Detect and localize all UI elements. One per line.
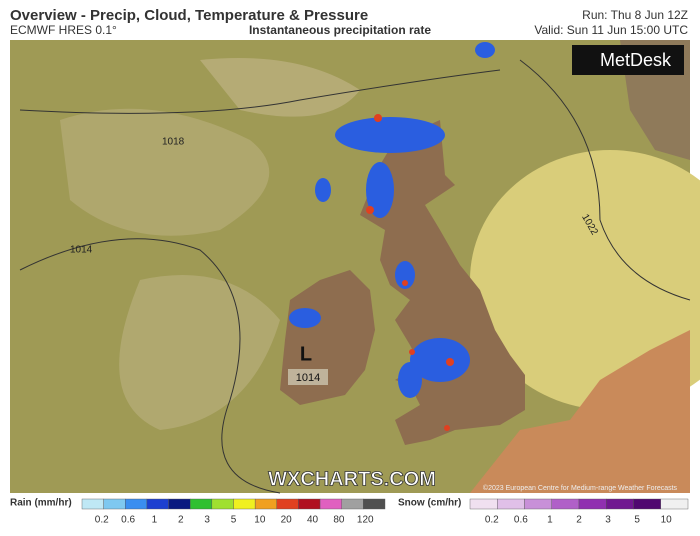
tick-label: 1 [152, 515, 158, 526]
rain-cell [410, 338, 470, 382]
subtitle: Instantaneous precipitation rate [249, 23, 431, 37]
tick-label: 40 [307, 515, 319, 526]
rain-core [402, 280, 408, 286]
swatch [276, 498, 299, 510]
cloud [60, 108, 270, 236]
rain-legend-label: Rain (mm/hr) [10, 498, 72, 509]
swatch [233, 498, 256, 510]
tick-label: 5 [634, 515, 640, 526]
swatch [363, 498, 386, 510]
land [470, 330, 690, 493]
cloud [119, 275, 280, 430]
isobar [519, 59, 691, 301]
swatch [146, 498, 169, 510]
swatch [190, 498, 213, 510]
rain-colorbar: 0.2 0.6 1 2 3 5 10 20 40 80 120 [81, 498, 386, 526]
rain-core [444, 425, 450, 431]
run: Run: Thu 8 Jun 12Z [582, 8, 688, 22]
rain-core [446, 358, 454, 366]
rain-core [366, 206, 374, 214]
swatch [254, 498, 277, 510]
tick-label: 2 [576, 515, 582, 526]
snow-legend-label: Snow (cm/hr) [398, 498, 461, 509]
isobar [19, 69, 501, 114]
swatch [341, 498, 364, 510]
tick-label: 80 [333, 515, 345, 526]
rain-cell [366, 162, 394, 218]
tick-label: 120 [357, 515, 374, 526]
tick-label: 20 [281, 515, 293, 526]
snow-colorbar: 0.2 0.6 1 2 3 5 10 [469, 498, 689, 526]
swatch [298, 498, 321, 510]
rain-core [374, 114, 382, 122]
isobar [19, 238, 281, 494]
tick-label: 3 [204, 515, 210, 526]
rain-core [409, 349, 415, 355]
tick-label: 0.2 [485, 515, 499, 526]
cloud [200, 58, 360, 117]
swatch [660, 498, 689, 510]
land [360, 120, 525, 445]
rain-cell [289, 308, 321, 328]
valid: Valid: Sun 11 Jun 15:00 UTC [534, 23, 688, 37]
heavy-rain [366, 114, 454, 431]
credit: ©2023 European Centre for Medium-range W… [483, 484, 678, 492]
tick-label: 0.6 [514, 515, 528, 526]
swatch [469, 498, 498, 510]
logo: MetDesk [600, 50, 672, 70]
tick-label: 0.6 [121, 515, 135, 526]
swatch [125, 498, 148, 510]
low-symbol: L [300, 343, 312, 365]
swatch [633, 498, 661, 510]
isobar-label: 1018 [162, 137, 185, 148]
swatch [81, 498, 104, 510]
isobar-label: 1014 [70, 245, 93, 256]
title: Overview - Precip, Cloud, Temperature & … [10, 7, 368, 24]
swatch [524, 498, 552, 510]
rain-cell [335, 117, 445, 153]
warm-area [470, 150, 700, 410]
tick-label: 5 [231, 515, 237, 526]
tick-label: 1 [547, 515, 553, 526]
tick-label: 3 [605, 515, 611, 526]
swatch [578, 498, 607, 510]
map: 1018 1014 1022 MetDesk L 1014 WXCHARTS.C… [10, 40, 700, 494]
low-box [288, 369, 328, 385]
swatch [211, 498, 234, 510]
tick-label: 2 [178, 515, 184, 526]
rain-cell [395, 261, 415, 289]
swatch [551, 498, 580, 510]
swatch [497, 498, 525, 510]
swatch [319, 498, 342, 510]
tick-label: 10 [254, 515, 266, 526]
model: ECMWF HRES 0.1° [10, 23, 117, 37]
rain-cell [475, 42, 495, 58]
logo-box [572, 45, 684, 75]
tick-label: 0.2 [95, 515, 109, 526]
swatch [168, 498, 191, 510]
rain [289, 42, 495, 398]
watermark: WXCHARTS.COM [268, 468, 436, 490]
rain-cell [398, 362, 422, 398]
low-pressure: 1014 [296, 372, 320, 384]
rain-cell [315, 178, 331, 202]
swatch [103, 498, 126, 510]
tick-label: 10 [661, 515, 673, 526]
swatch [606, 498, 634, 510]
